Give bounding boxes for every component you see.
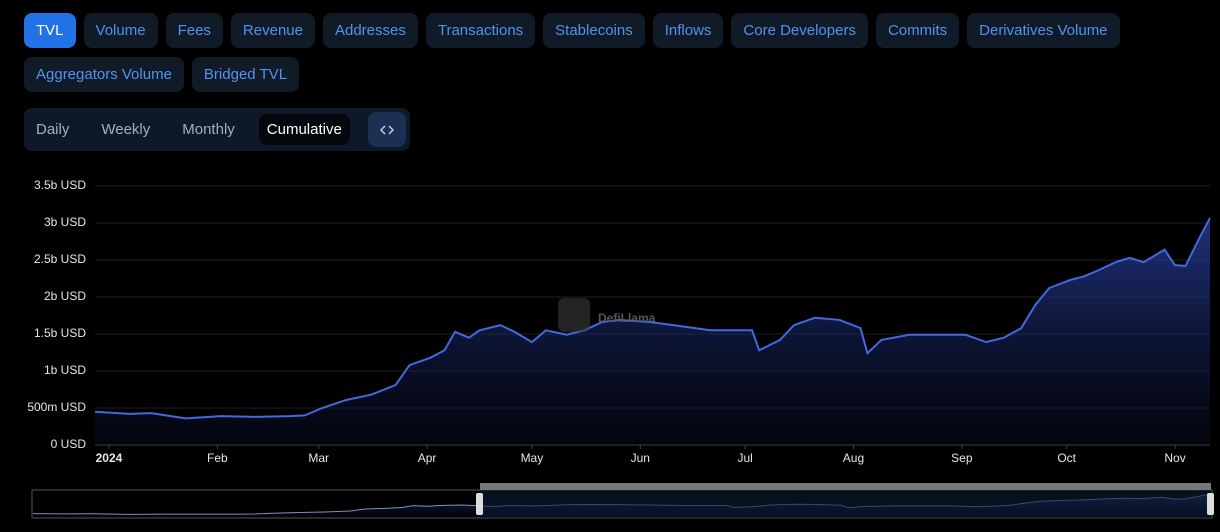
- brush-handle-bar[interactable]: [480, 483, 1211, 490]
- tab[interactable]: Aggregators Volume: [24, 57, 184, 92]
- x-tick-label: 2024: [96, 451, 123, 465]
- y-tick-label: 1.5b USD: [34, 326, 86, 340]
- y-tick-label: 2b USD: [44, 289, 86, 303]
- embed-button[interactable]: [367, 112, 406, 147]
- brush-handle-left[interactable]: [476, 493, 483, 515]
- x-tick-label: Oct: [1057, 451, 1076, 465]
- code-icon: [379, 125, 394, 134]
- tab[interactable]: Addresses: [322, 13, 418, 48]
- y-tick-label: 0 USD: [51, 437, 87, 451]
- x-tick-label: Sep: [951, 451, 973, 465]
- period-option[interactable]: Monthly: [174, 114, 243, 145]
- area-fill: [95, 217, 1210, 445]
- x-tick-label: Jun: [631, 451, 650, 465]
- y-tick-label: 500m USD: [27, 400, 86, 414]
- tab[interactable]: Revenue: [230, 13, 315, 48]
- x-tick-label: Mar: [308, 451, 329, 465]
- x-tick-label: May: [521, 451, 544, 465]
- tab[interactable]: Inflows: [652, 13, 724, 48]
- watermark: DefiLlama: [558, 298, 656, 332]
- watermark-text: DefiLlama: [598, 311, 656, 325]
- tab[interactable]: Stablecoins: [543, 13, 645, 48]
- y-tick-label: 1b USD: [44, 363, 86, 377]
- x-tick-label: Nov: [1164, 451, 1185, 465]
- period-option[interactable]: Weekly: [93, 114, 158, 145]
- tab[interactable]: Bridged TVL: [191, 57, 300, 92]
- chart: 0 USD 500m USD 1b USD 1.5b USD 2b USD 2.5b US…: [27, 178, 1214, 519]
- y-tick-label: 3.5b USD: [34, 178, 86, 192]
- tab[interactable]: Commits: [875, 13, 960, 48]
- y-tick-label: 3b USD: [44, 215, 86, 229]
- tab[interactable]: Fees: [165, 13, 223, 48]
- tab[interactable]: Core Developers: [731, 13, 868, 48]
- period-option[interactable]: Daily: [28, 114, 77, 145]
- y-tick-label: 2.5b USD: [34, 252, 86, 266]
- x-tick-label: Jul: [737, 451, 752, 465]
- period-selector: Daily Weekly Monthly Cumulative: [24, 108, 410, 151]
- tab[interactable]: TVL: [24, 13, 76, 48]
- period-option[interactable]: Cumulative: [258, 114, 350, 145]
- tab[interactable]: Transactions: [425, 13, 536, 48]
- brush-handle-right[interactable]: [1207, 493, 1214, 515]
- x-tick-label: Feb: [207, 451, 228, 465]
- brush-selection[interactable]: [480, 490, 1211, 518]
- x-tick-label: Aug: [843, 451, 864, 465]
- line: [94, 217, 1211, 420]
- x-tick-label: Apr: [418, 451, 437, 465]
- tab[interactable]: Volume: [83, 13, 158, 48]
- tab-bar: TVL Volume Fees Revenue Addresses Transaction…: [24, 13, 1134, 92]
- tab[interactable]: Derivatives Volume: [967, 13, 1120, 48]
